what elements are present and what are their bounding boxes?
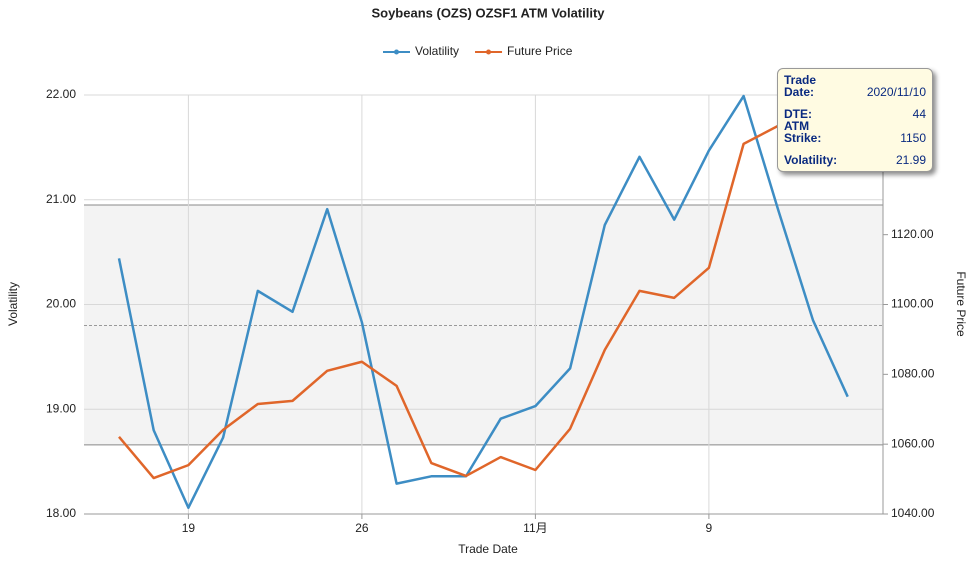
y2-tick-label: 1060.00 xyxy=(891,436,935,450)
tooltip: Trade Date: 2020/11/10 DTE: 44 ATM Strike: 11… xyxy=(777,68,933,172)
y-tick-label: 18.00 xyxy=(46,506,76,520)
tooltip-label: DTE: xyxy=(784,107,812,121)
legend-label: Volatility xyxy=(415,44,459,58)
x-tick-label: 9 xyxy=(706,521,713,535)
tooltip-row: Trade Date: 2020/11/10 xyxy=(784,74,926,98)
legend-dot xyxy=(486,49,492,55)
y2-tick-label: 1080.00 xyxy=(891,367,935,381)
tooltip-label: Volatility: xyxy=(784,153,838,167)
legend-dot xyxy=(394,49,399,55)
tooltip-label: ATM Strike: xyxy=(784,119,822,145)
tooltip-value: 21.99 xyxy=(895,153,926,167)
y-tick-label: 21.00 xyxy=(46,192,76,206)
y2-axis-label: Future Price xyxy=(954,271,968,337)
plot-band xyxy=(84,204,883,445)
tooltip-row: Volatility: 21.99 xyxy=(784,144,926,166)
y-tick-label: 22.00 xyxy=(46,87,76,101)
x-tick-label: 19 xyxy=(182,521,196,535)
y-tick-label: 19.00 xyxy=(46,401,76,415)
tooltip-row: ATM Strike: 1150 xyxy=(784,120,926,144)
tooltip-value: 2020/11/10 xyxy=(866,85,926,99)
y-axis-label: Volatility xyxy=(6,282,20,326)
tooltip-value: 44 xyxy=(912,107,926,121)
series-line xyxy=(118,124,779,480)
tooltip-table: Trade Date: 2020/11/10 DTE: 44 ATM Strike: 11… xyxy=(784,74,926,166)
chart-title: Soybeans (OZS) OZSF1 ATM Volatility xyxy=(371,5,605,20)
x-axis-label: Trade Date xyxy=(458,542,518,556)
tooltip-label: Trade Date: xyxy=(784,73,817,99)
series-line xyxy=(117,94,849,509)
x-tick-label: 11月 xyxy=(523,521,547,535)
y2-tick-label: 1100.00 xyxy=(891,297,934,311)
y2-tick-label: 1040.00 xyxy=(891,506,935,520)
x-tick-label: 26 xyxy=(355,521,369,535)
legend-label: Future Price xyxy=(507,44,573,58)
y-tick-label: 20.00 xyxy=(46,297,76,311)
tooltip-row: DTE: 44 xyxy=(784,98,926,120)
tooltip-value: 1150 xyxy=(900,131,926,145)
y2-tick-label: 1120.00 xyxy=(891,227,934,241)
